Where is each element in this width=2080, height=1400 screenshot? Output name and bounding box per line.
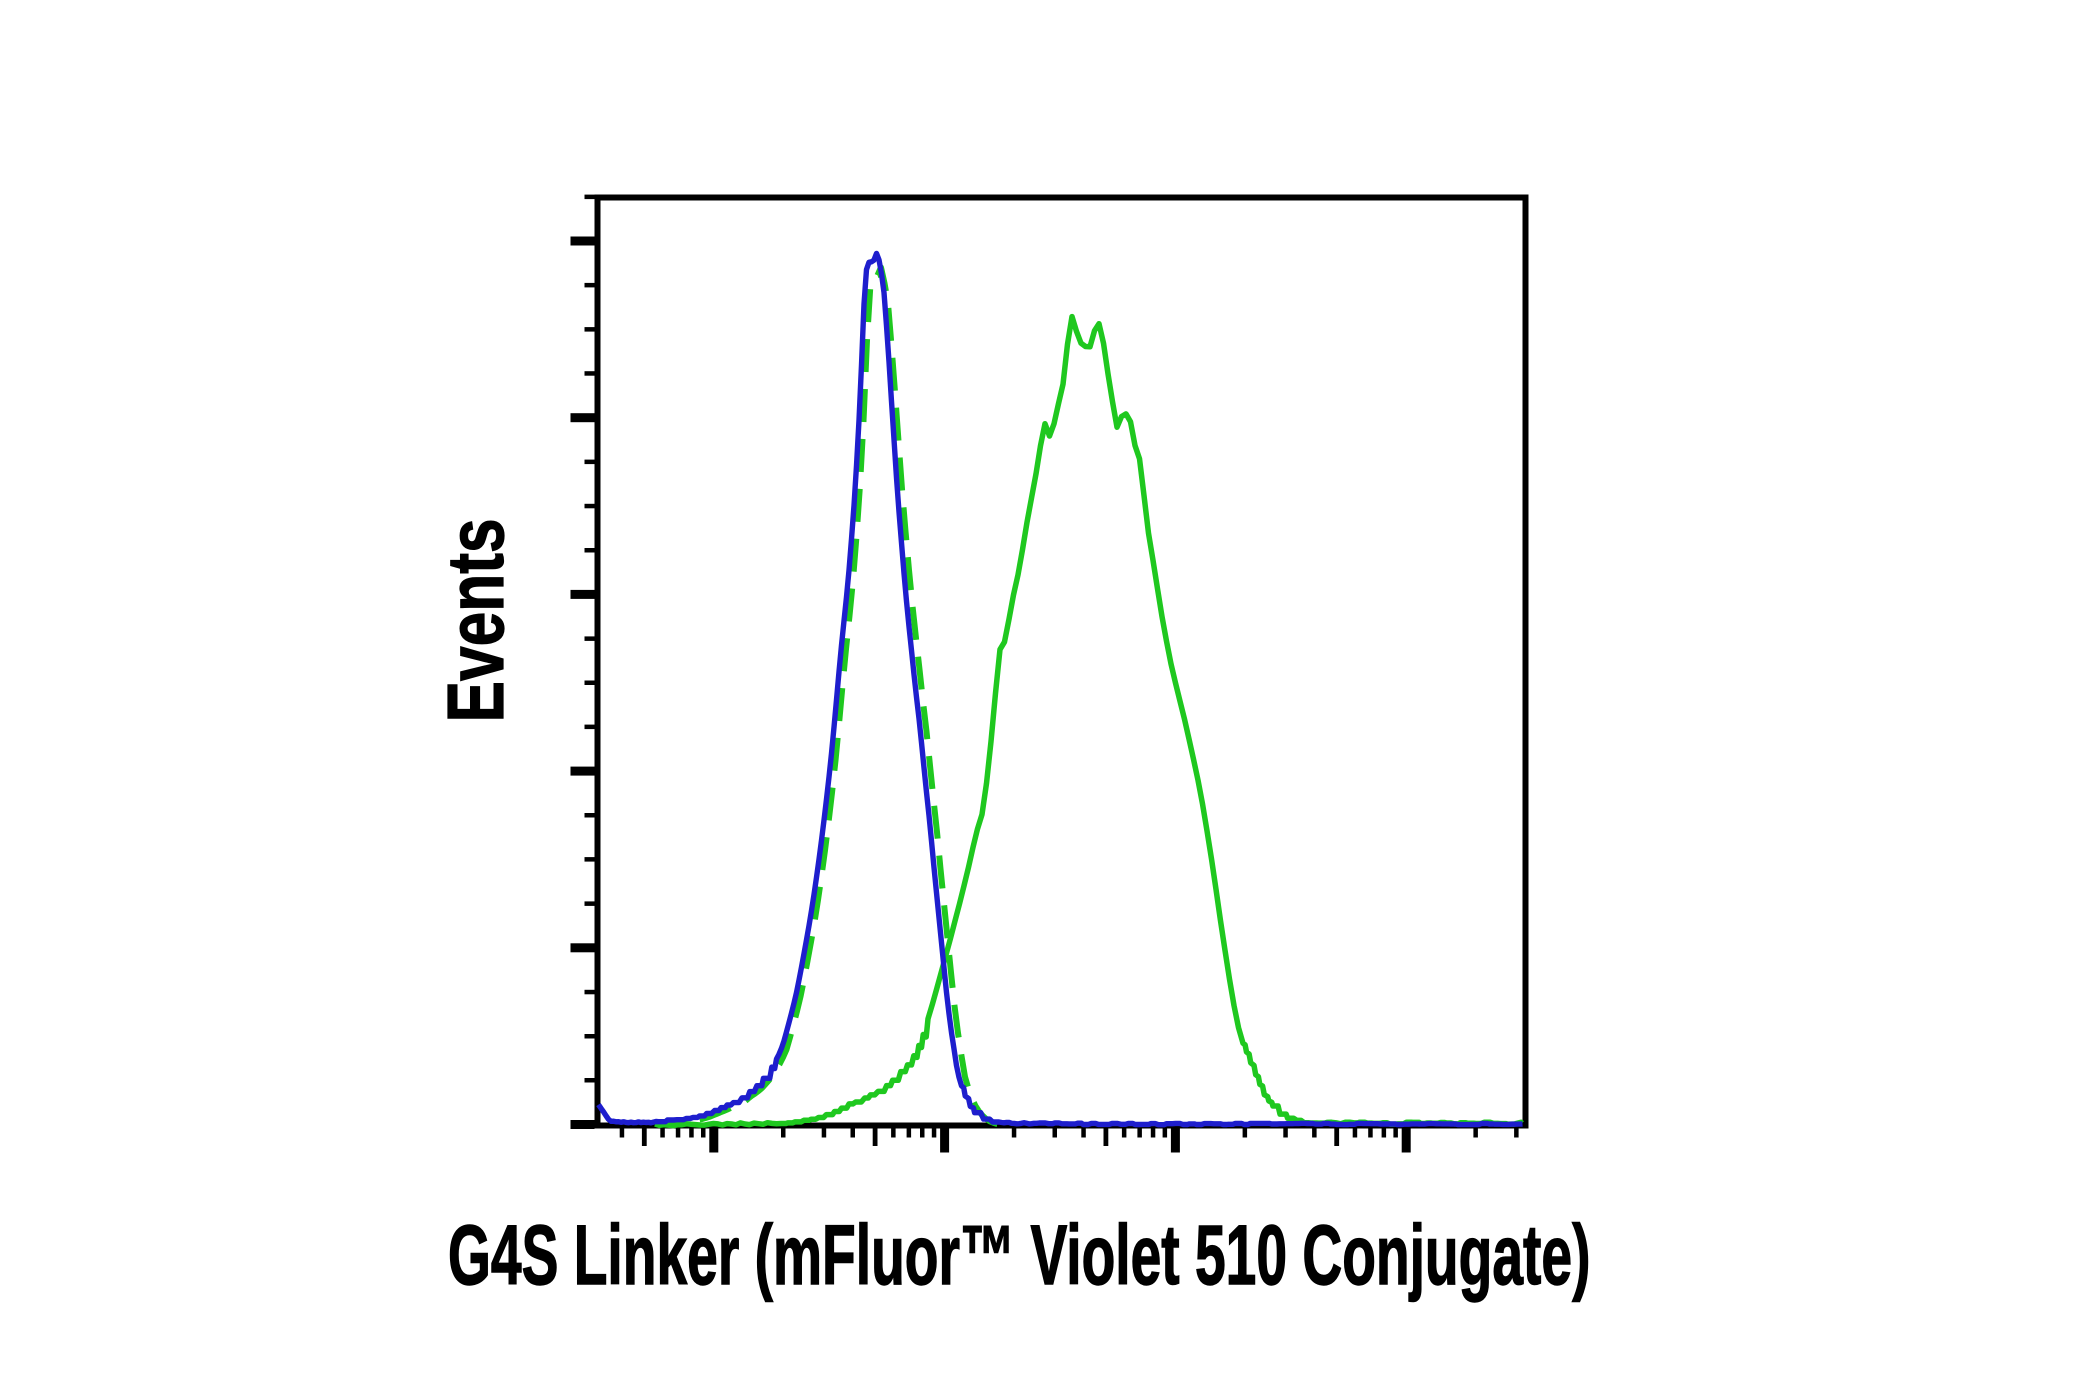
svg-text:Events: Events [432, 518, 521, 722]
svg-text:G4S Linker (mFluor™ Violet 510: G4S Linker (mFluor™ Violet 510 Conjugate… [448, 1210, 1590, 1303]
